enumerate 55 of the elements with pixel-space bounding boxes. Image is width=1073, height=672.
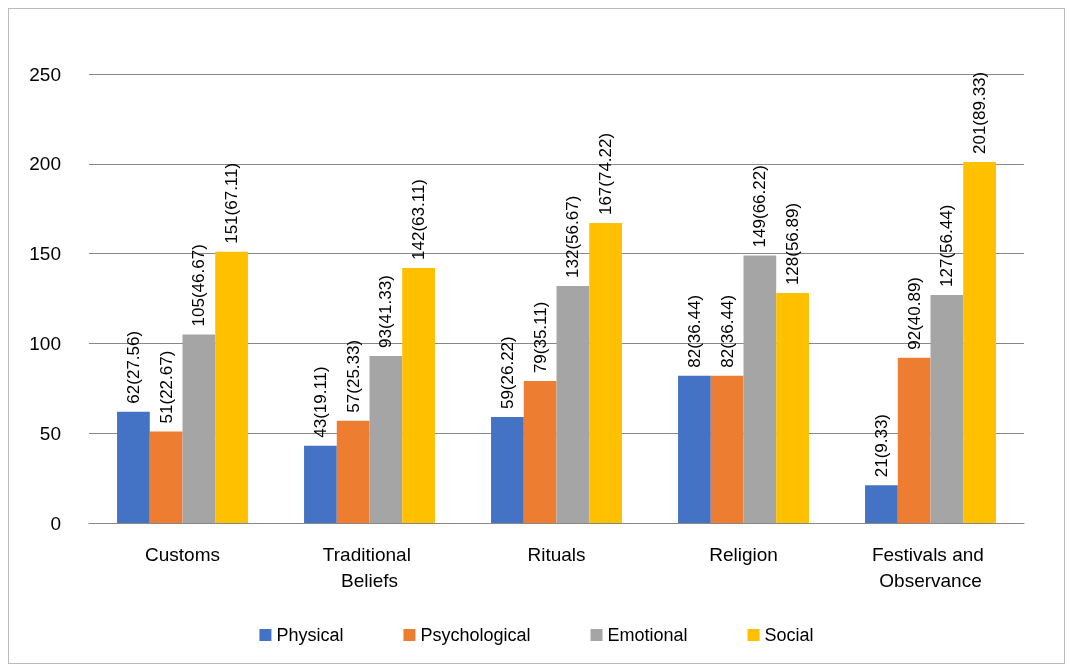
data-label: 92(40.89) <box>904 276 924 350</box>
bar <box>963 162 996 523</box>
data-label: 142(63.11) <box>409 179 429 260</box>
bar <box>523 381 557 523</box>
x-tick-label: Customs <box>145 543 220 565</box>
bar <box>865 485 898 523</box>
x-tick-label: Festivals and Observance <box>871 543 990 591</box>
data-label: 149(66.22) <box>750 165 770 248</box>
y-tick-label: 150 <box>29 243 61 265</box>
x-tick-label: Traditional Beliefs <box>322 543 417 591</box>
bar <box>589 223 622 523</box>
bar <box>402 267 435 523</box>
legend-label: Physical <box>276 625 344 645</box>
bar <box>182 334 216 523</box>
legend-label: Social <box>764 625 814 645</box>
data-label: 151(67.11) <box>222 162 242 244</box>
data-label: 167(74.22) <box>596 132 616 216</box>
y-tick-label: 100 <box>29 332 61 354</box>
data-label: 21(9.33) <box>871 413 891 478</box>
data-label: 43(19.11) <box>310 366 330 438</box>
y-tick-label: 0 <box>50 512 61 534</box>
bar <box>556 285 590 523</box>
data-label: 51(22.67) <box>156 350 176 424</box>
data-label: 93(41.33) <box>376 275 396 348</box>
data-label: 128(56.89) <box>783 202 803 286</box>
data-label: 201(89.33) <box>970 71 990 154</box>
bar <box>710 375 744 523</box>
data-label: 82(36.44) <box>717 294 737 368</box>
x-tick-label: Religion <box>709 543 778 565</box>
data-label: 59(26.22) <box>497 336 517 410</box>
data-label: 82(36.44) <box>684 294 704 368</box>
bar <box>930 294 964 523</box>
data-label: 57(25.33) <box>343 339 363 413</box>
y-tick-label: 50 <box>39 422 61 444</box>
bar <box>743 255 777 523</box>
bar <box>678 375 711 523</box>
bar <box>117 411 150 523</box>
data-label: 127(56.44) <box>937 204 957 287</box>
bar <box>491 417 524 523</box>
bar <box>215 251 248 523</box>
bar <box>336 420 370 523</box>
bar <box>897 357 931 523</box>
legend-label: Psychological <box>420 625 531 645</box>
legend-label: Emotional <box>607 625 688 645</box>
data-label: 105(46.67) <box>189 244 209 327</box>
x-tick-label: Rituals <box>527 543 586 565</box>
bar <box>304 445 337 523</box>
y-tick-label: 250 <box>29 63 61 85</box>
data-label: 79(35.11) <box>530 301 550 374</box>
y-tick-label: 200 <box>29 153 61 175</box>
data-label: 62(27.56) <box>123 330 143 404</box>
bar <box>776 293 809 523</box>
bar <box>149 431 183 523</box>
bar <box>369 355 403 523</box>
data-label: 132(56.67) <box>563 195 583 278</box>
